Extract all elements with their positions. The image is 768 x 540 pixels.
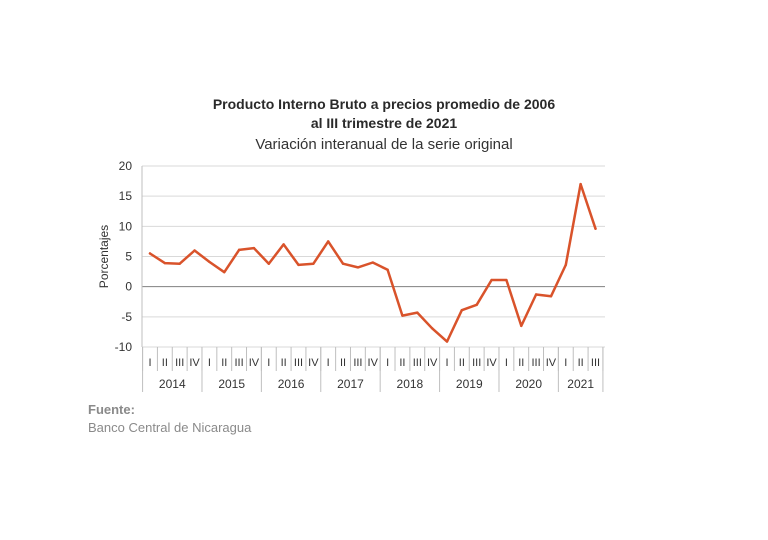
data-point: [594, 227, 597, 230]
x-tick-label-year: 2016: [278, 377, 305, 391]
x-tick-label-year: 2021: [567, 377, 594, 391]
x-tick-label-quarter: I: [386, 357, 389, 369]
x-tick-label-year: 2015: [218, 377, 245, 391]
x-tick-label-quarter: I: [564, 357, 567, 369]
x-tick-label-quarter: IV: [308, 357, 319, 369]
data-point: [148, 252, 152, 255]
x-tick-label-quarter: II: [518, 357, 524, 369]
data-point: [282, 243, 285, 246]
data-point: [193, 249, 196, 252]
data-point: [341, 262, 345, 265]
x-tick-label-quarter: I: [267, 357, 270, 369]
data-point: [223, 270, 226, 274]
x-tick-label-quarter: IV: [368, 357, 379, 369]
data-point: [208, 260, 211, 264]
x-tick-label-quarter: IV: [546, 357, 557, 369]
x-tick-label-quarter: I: [445, 357, 448, 369]
x-tick-label-quarter: IV: [189, 357, 200, 369]
data-point: [267, 262, 270, 265]
x-tick-label-quarter: III: [294, 357, 303, 369]
x-tick-label-quarter: II: [399, 357, 405, 369]
x-tick-label-quarter: IV: [486, 357, 497, 369]
data-point: [312, 262, 315, 265]
x-tick-label-quarter: I: [505, 357, 508, 369]
x-tick-label-quarter: II: [281, 357, 287, 369]
data-point: [178, 262, 181, 265]
x-tick-label-year: 2014: [159, 377, 186, 391]
data-point: [505, 278, 508, 282]
data-point: [490, 278, 493, 282]
data-point: [445, 340, 449, 343]
x-tick-label-quarter: III: [175, 357, 184, 369]
data-point: [401, 314, 404, 317]
y-axis-label: Porcentajes: [97, 225, 111, 288]
data-point: [534, 293, 538, 296]
x-tick-label-quarter: II: [221, 357, 227, 369]
x-tick-label-quarter: III: [353, 357, 362, 369]
data-point: [371, 261, 374, 264]
data-point: [475, 303, 478, 306]
source-label: Fuente:: [88, 402, 135, 417]
data-point: [237, 248, 241, 252]
x-tick-label-quarter: IV: [427, 357, 438, 369]
data-point: [564, 263, 567, 267]
data-point: [356, 266, 360, 269]
x-tick-label-quarter: I: [148, 357, 151, 369]
data-point: [297, 263, 300, 267]
data-point: [520, 324, 523, 328]
x-tick-label-quarter: IV: [249, 357, 260, 369]
data-point: [430, 327, 434, 330]
chart-title-line2: al III trimestre de 2021: [310, 115, 458, 131]
grid-lines: [142, 165, 605, 348]
x-tick-label-quarter: I: [208, 357, 211, 369]
data-point: [460, 308, 464, 312]
x-tick-label-quarter: III: [532, 357, 541, 369]
y-tick-label: 5: [125, 250, 132, 264]
x-tick-label-quarter: III: [235, 357, 244, 369]
data-point: [163, 261, 167, 265]
x-tick-label-year: 2019: [456, 377, 483, 391]
source-text: Banco Central de Nicaragua: [88, 420, 252, 435]
x-tick-label-quarter: II: [578, 357, 584, 369]
data-point: [386, 268, 389, 271]
data-point: [327, 240, 330, 243]
chart-title-line1: Producto Interno Bruto a precios promedi…: [212, 96, 556, 112]
data-point: [579, 182, 582, 186]
x-tick-label-quarter: II: [459, 357, 465, 369]
y-tick-label: -5: [121, 310, 132, 324]
y-tick-label: 20: [119, 159, 133, 173]
x-tick-label-year: 2020: [515, 377, 542, 391]
y-tick-label: 15: [119, 189, 133, 203]
data-point: [252, 246, 256, 250]
x-tick-label-quarter: I: [327, 357, 330, 369]
x-tick-label-year: 2018: [397, 377, 424, 391]
x-tick-label-quarter: III: [413, 357, 422, 369]
data-point: [549, 295, 553, 298]
x-tick-label-quarter: III: [591, 357, 600, 369]
axes: [141, 166, 605, 392]
chart-subtitle: Variación interanual de la serie origina…: [255, 136, 513, 153]
data-point: [416, 311, 419, 314]
x-tick-label-quarter: II: [340, 357, 346, 369]
series-line: [148, 182, 597, 343]
y-tick-label: -10: [115, 340, 133, 354]
x-tick-label-quarter: II: [162, 357, 168, 369]
x-tick-label-quarter: III: [472, 357, 481, 369]
x-tick-label-year: 2017: [337, 377, 364, 391]
y-tick-label: 0: [125, 280, 132, 294]
y-tick-label: 10: [119, 219, 133, 233]
